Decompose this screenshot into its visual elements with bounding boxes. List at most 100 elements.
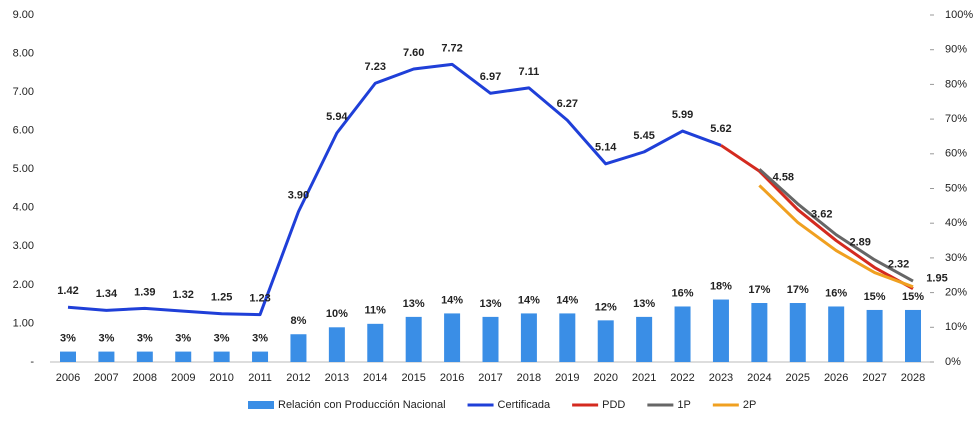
bar-label: 8% [291,315,307,327]
x-tick-label: 2013 [325,372,349,384]
bar [367,323,384,362]
x-tick-label: 2006 [56,372,80,384]
legend-item: Relación con Producción Nacional [248,399,446,411]
line [720,144,914,291]
y-tick-label: - [30,356,34,368]
bar-label: 3% [214,332,230,344]
bar [866,309,883,362]
legend-item: 1P [647,399,691,411]
line-label: 3.62 [811,208,832,220]
bar-label: 17% [748,284,770,296]
line-label: 7.11 [519,66,540,78]
bar-label: 3% [60,332,76,344]
line-label: 1.39 [134,286,155,298]
y-tick-label: 5.00 [13,163,34,175]
bar-label: 3% [252,332,268,344]
x-tick-label: 2024 [747,372,771,384]
line-label: 1.32 [173,289,194,301]
y-tick-label: 3.00 [13,240,34,252]
y2-tick-label: 40% [945,217,967,229]
legend-swatch [248,401,274,409]
line-label: 1.25 [211,292,232,304]
bar [136,351,153,362]
line-label: 6.97 [480,71,501,83]
y-tick-label: 2.00 [13,279,34,291]
bar-label: 10% [326,308,348,320]
line-label: 2.32 [888,258,909,270]
y-tick-label: 9.00 [13,9,34,21]
legend-item: 2P [712,399,756,411]
bar [405,316,422,362]
y-tick-label: 1.00 [13,317,34,329]
x-tick-label: 2025 [786,372,810,384]
bar-label: 12% [595,301,617,313]
y2-tick-label: 100% [945,9,973,21]
line-label: 5.94 [326,111,348,123]
y2-tick-label: 20% [945,287,967,299]
x-tick-label: 2026 [824,372,848,384]
legend-item: Certificada [467,399,551,411]
line-label: 2.89 [849,236,870,248]
line-label: 5.99 [672,109,693,121]
line-label: 1.23 [249,292,270,304]
legend-label: 1P [677,399,690,411]
x-tick-label: 2007 [94,372,118,384]
y2-tick-label: 50% [945,182,967,194]
bar [482,316,499,362]
x-tick-label: 2020 [593,372,617,384]
legend-label: PDD [602,399,625,411]
bar-label: 3% [175,332,191,344]
bar [252,351,269,362]
bar-label: 14% [441,294,463,306]
bar [789,303,806,362]
legend-label: Relación con Producción Nacional [278,399,446,411]
bar-label: 13% [479,298,501,310]
line-label: 6.27 [557,98,578,110]
x-tick-label: 2015 [401,372,425,384]
x-tick-label: 2027 [862,372,886,384]
line-label: 4.58 [773,171,794,183]
bar-label: 17% [787,284,809,296]
legend-label: 2P [743,399,756,411]
y2-tick-label: 30% [945,252,967,264]
bar [520,313,537,362]
bar [213,351,230,362]
x-tick-label: 2016 [440,372,464,384]
bar [328,327,345,362]
y-tick-label: 8.00 [13,47,34,59]
bar [674,306,691,362]
bar [597,320,614,362]
line [67,62,722,317]
bar [444,313,461,362]
y2-tick-label: 90% [945,44,967,56]
bar [60,351,76,362]
x-tick-label: 2017 [478,372,502,384]
bar-label: 16% [825,287,847,299]
bar [828,306,845,362]
y2-tick-label: 0% [945,356,961,368]
legend-label: Certificada [498,399,551,411]
x-tick-label: 2012 [286,372,310,384]
y2-tick-label: 80% [945,78,967,90]
bar [98,351,115,362]
y-tick-label: 7.00 [13,86,34,98]
x-tick-label: 2023 [709,372,733,384]
bar-label: 14% [518,294,540,306]
bar-label: 15% [864,291,886,303]
line-label: 5.14 [595,142,617,154]
bar [712,299,729,362]
x-tick-label: 2019 [555,372,579,384]
y2-tick-label: 60% [945,148,967,160]
line-label: 5.45 [633,130,654,142]
x-tick-label: 2009 [171,372,195,384]
y-tick-label: 6.00 [13,125,34,137]
line [758,184,914,289]
bar-label: 3% [98,332,114,344]
bar [751,303,768,362]
y-tick-label: 4.00 [13,202,34,214]
bar-label: 15% [902,291,924,303]
bar-label: 18% [710,280,732,292]
bar [290,334,307,362]
y2-tick-label: 10% [945,321,967,333]
